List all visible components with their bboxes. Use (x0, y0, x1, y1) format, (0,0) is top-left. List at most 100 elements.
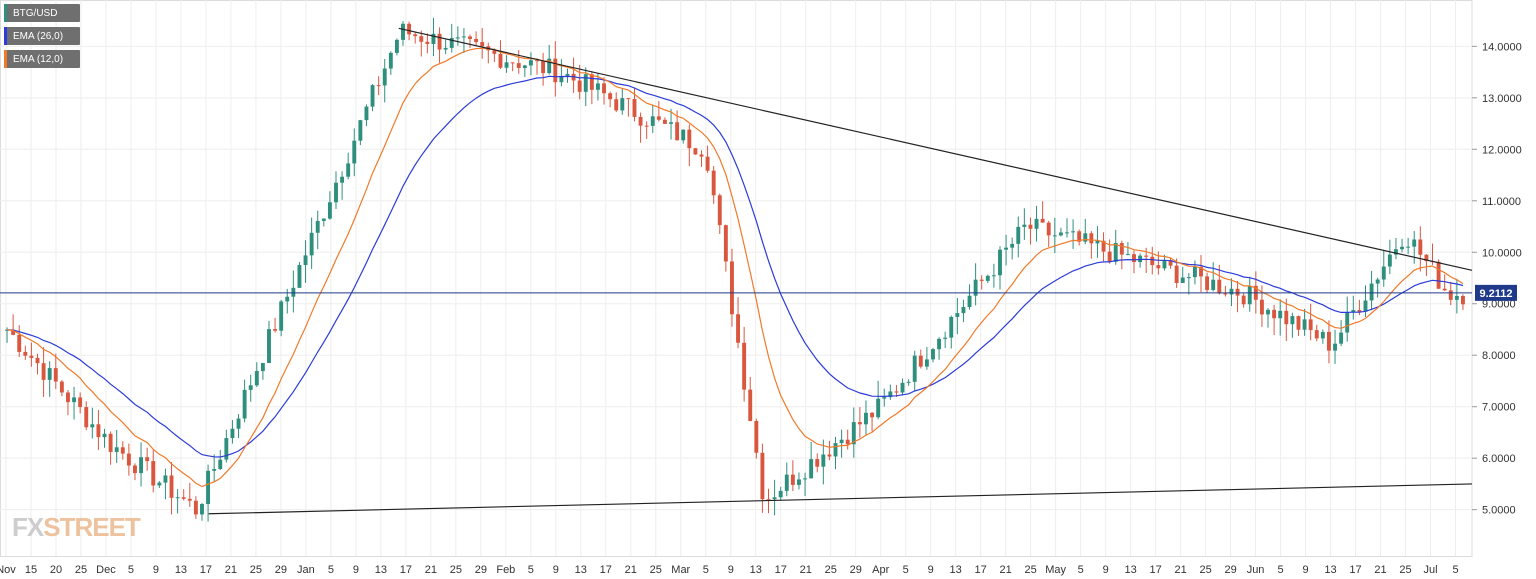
x-tick-label: 13 (1324, 564, 1336, 576)
candle-body (78, 397, 83, 408)
candle-body (949, 316, 954, 338)
candle-body (1217, 279, 1222, 294)
candle-body (1180, 277, 1185, 284)
candle-body (979, 279, 984, 281)
candle-body (437, 33, 442, 50)
legend-label-symbol: BTG/USD (13, 7, 58, 19)
candle-body (1241, 295, 1246, 305)
candle-body (1266, 309, 1270, 315)
candle-body (784, 474, 789, 491)
candle-body (937, 338, 942, 350)
candle-body (748, 389, 753, 421)
candle-body (102, 433, 107, 438)
x-tick-label: 17 (1149, 564, 1161, 576)
x-tick-label: 21 (425, 564, 437, 576)
candle-body (1229, 288, 1234, 295)
x-tick-label: 13 (175, 564, 187, 576)
candle-body (1071, 231, 1076, 233)
x-tick-label: Jan (297, 564, 315, 576)
candle-body (370, 85, 375, 107)
current-price-label: 9.2112 (1479, 288, 1512, 300)
x-tick-label: 9 (353, 564, 359, 576)
x-tick-label: 5 (1278, 564, 1284, 576)
x-tick-label: May (1045, 564, 1066, 576)
ema12-line (6, 47, 1464, 488)
candle-body (602, 83, 606, 94)
candle-body (809, 459, 814, 479)
candle-body (955, 313, 960, 317)
candle-body (772, 497, 777, 500)
candle-body (614, 99, 619, 111)
candle-body (474, 38, 479, 43)
candle-body (352, 140, 357, 164)
ema26-line (6, 75, 1464, 458)
x-tick-label: 25 (825, 564, 837, 576)
candle-body (1046, 222, 1051, 236)
candle-body (711, 170, 716, 196)
x-tick-label: 9 (553, 564, 559, 576)
candle-body (742, 342, 747, 390)
candle-body (309, 232, 314, 256)
candle-body (1083, 233, 1088, 242)
x-tick-label: 13 (1124, 564, 1136, 576)
candle-body (541, 60, 546, 74)
candle-body (1040, 218, 1045, 223)
candle-body (882, 397, 887, 399)
legend-item-ema12[interactable]: EMA (12,0) (4, 50, 80, 68)
legend-item-symbol[interactable]: BTG/USD (4, 4, 80, 22)
candle-body (401, 23, 405, 40)
candle-body (1168, 260, 1173, 266)
candle-body (1296, 316, 1301, 330)
candle-body (1174, 265, 1179, 284)
candle-body (1357, 310, 1362, 312)
candle-body (1077, 231, 1082, 242)
x-tick-label: 5 (903, 564, 909, 576)
candle-body (608, 93, 613, 100)
candle-body (1065, 232, 1069, 234)
x-tick-label: 25 (250, 564, 262, 576)
x-tick-label: 5 (528, 564, 534, 576)
candle-body (394, 39, 399, 53)
candle-body (888, 391, 893, 398)
candle-body (803, 478, 808, 480)
x-tick-label: 9 (728, 564, 734, 576)
candle-body (242, 389, 247, 419)
candle-body (321, 218, 326, 221)
candle-body (924, 359, 929, 367)
candle-body (267, 329, 271, 364)
candle-body (1119, 243, 1124, 255)
candle-body (1192, 266, 1197, 278)
candle-body (279, 301, 284, 331)
x-tick-label: 29 (275, 564, 287, 576)
candle-body (1412, 239, 1417, 247)
candle-body (504, 62, 509, 68)
candle-body (723, 225, 728, 262)
candle-body (675, 122, 680, 141)
x-tick-label: 5 (128, 564, 134, 576)
y-tick-label: 12.0000 (1482, 144, 1522, 156)
x-tick-label: 25 (75, 564, 87, 576)
candle-body (650, 116, 655, 126)
candle-body (285, 296, 290, 302)
candle-body (145, 457, 150, 462)
candle-body (1089, 233, 1094, 244)
plot-frame (0, 0, 1473, 557)
candle-body (1150, 256, 1155, 266)
candle-body (1205, 276, 1210, 290)
candle-body (1272, 309, 1277, 319)
candle-body (943, 337, 948, 339)
legend-item-ema26[interactable]: EMA (26,0) (4, 27, 80, 45)
candle-body (1107, 251, 1112, 262)
candle-body (1406, 246, 1411, 248)
candle-body (827, 454, 832, 457)
candle-body (815, 459, 820, 467)
candle-body (833, 443, 838, 457)
candle-body (1278, 310, 1283, 319)
candle-body (864, 412, 868, 425)
candle-body (900, 382, 905, 393)
x-tick-label: 17 (775, 564, 787, 576)
candle-body (72, 397, 77, 403)
candle-body (187, 498, 192, 501)
